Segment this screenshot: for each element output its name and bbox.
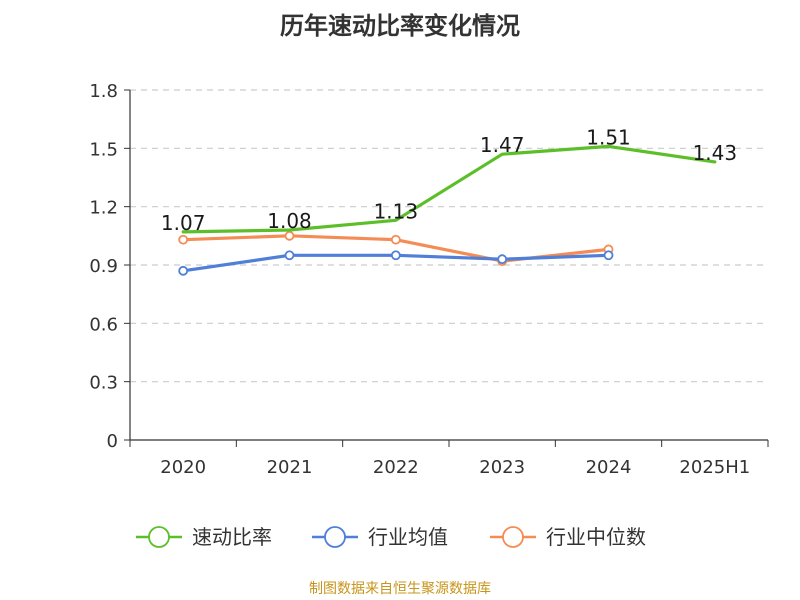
data-point[interactable] [284, 250, 295, 261]
x-tick-label: 2023 [479, 457, 525, 478]
legend-label: 行业均值 [368, 525, 448, 549]
y-tick-label: 0 [107, 431, 118, 452]
legend-marker [148, 526, 170, 548]
legend-marker [324, 526, 346, 548]
legend-label: 行业中位数 [546, 525, 646, 549]
y-tick-label: 0.6 [89, 314, 118, 335]
data-point[interactable] [603, 250, 614, 261]
x-tick-label: 2024 [586, 457, 632, 478]
legend[interactable]: 速动比率 行业均值 行业中位数 [136, 525, 646, 549]
data-point[interactable] [284, 230, 295, 241]
y-tick-label: 0.3 [89, 373, 118, 394]
axes: 0 0.3 0.6 0.9 1.2 1.5 1.8 2020 2021 2022 2023 2024 2… [89, 81, 769, 478]
data-label: 1.43 [693, 141, 738, 165]
data-point[interactable] [390, 234, 401, 245]
y-tick-label: 0.9 [89, 256, 118, 277]
legend-item-0[interactable]: 速动比率 [136, 525, 272, 549]
data-point[interactable] [390, 250, 401, 261]
x-tick-label: 2021 [267, 457, 313, 478]
x-tick-label: 2022 [373, 457, 419, 478]
grid-lines [130, 89, 768, 383]
data-label: 1.51 [586, 125, 631, 149]
series-line-0 [181, 144, 717, 234]
data-point[interactable] [178, 234, 189, 245]
data-label: 1.07 [161, 211, 206, 235]
chart-title: 历年速动比率变化情况 [280, 12, 520, 40]
legend-item-2[interactable]: 行业中位数 [490, 525, 646, 549]
x-tick-label: 2025H1 [679, 457, 750, 478]
data-point[interactable] [497, 254, 508, 265]
legend-marker [502, 526, 524, 548]
x-tick-label: 2020 [160, 457, 206, 478]
legend-label: 速动比率 [192, 525, 272, 549]
source-note: 制图数据来自恒生聚源数据库 [309, 581, 491, 597]
data-label: 1.08 [267, 209, 312, 233]
y-tick-label: 1.8 [89, 81, 118, 102]
y-tick-label: 1.5 [89, 139, 118, 160]
data-label: 1.13 [374, 199, 419, 223]
legend-item-1[interactable]: 行业均值 [312, 525, 448, 549]
data-point[interactable] [178, 265, 189, 276]
series-group [178, 144, 717, 276]
data-label: 1.47 [480, 133, 525, 157]
y-tick-label: 1.2 [89, 198, 118, 219]
data-labels: 1.07 1.08 1.13 1.47 1.51 1.43 [161, 125, 737, 235]
